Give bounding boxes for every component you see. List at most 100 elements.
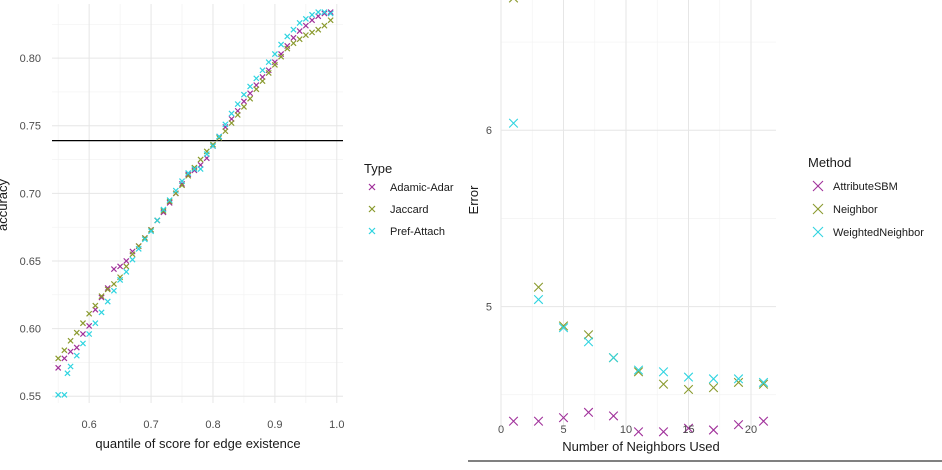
data-point [141,236,148,243]
left-chart: 0.6 0.7 0.8 0.9 1.0 0.55 0.60 0.65 0.70 0.75 0.80… [0,4,454,451]
data-point [608,411,619,421]
y-tick-label: 5 [486,302,492,314]
legend-label: AttributeSBM [833,181,898,193]
data-point [533,294,544,305]
series-neighbor [508,0,769,395]
data-point [265,67,272,74]
data-point [608,353,619,363]
data-point [197,165,204,173]
data-point [558,412,569,423]
data-point [228,119,235,127]
legend-label: Neighbor [833,204,878,216]
left-x-ticks: 0.6 0.7 0.8 0.9 1.0 [82,419,345,431]
x-tick-label: 10 [620,424,632,436]
y-tick-label: 0.80 [20,53,41,65]
data-point [86,322,93,329]
legend-label: WeightedNeighbor [833,227,924,239]
data-point [104,298,111,305]
data-point [247,83,254,90]
data-point [110,266,117,273]
data-point [290,34,297,41]
data-point [216,133,223,140]
data-point [758,416,769,426]
data-point [191,164,198,171]
data-point [55,355,62,362]
data-point [73,352,80,359]
data-point [98,309,105,316]
data-point [160,207,167,214]
data-point [79,330,86,338]
data-point [321,9,328,16]
y-tick-label: 0.65 [20,256,41,268]
data-point [290,40,297,47]
data-point [185,170,192,177]
data-point [278,41,285,48]
x-tick-label: 0 [498,424,504,436]
data-point [733,374,744,384]
data-point [327,10,334,17]
data-point [110,287,117,294]
data-point [117,263,124,270]
data-point [240,98,247,105]
data-point [135,245,142,252]
y-tick-label: 0.75 [20,121,41,133]
data-point [123,257,130,265]
data-point [253,75,260,82]
data-point [61,355,68,362]
right-legend: Method AttributeSBM Neighbor WeightedNeigh… [808,155,924,239]
data-point [209,141,217,148]
data-point [203,151,210,158]
data-point [733,377,744,388]
data-point [259,67,266,74]
data-point [61,347,68,354]
data-point [633,367,644,377]
data-point [271,51,278,58]
data-point [141,234,148,242]
data-point [309,17,316,24]
legend-label: Jaccard [390,204,429,216]
data-point [92,320,99,327]
data-point [758,377,769,388]
data-point [533,282,544,292]
legend-marker [812,180,824,192]
data-point [104,286,111,293]
x-tick-label: 15 [682,424,694,436]
y-tick-label: 0.70 [20,188,41,200]
data-point [234,111,241,118]
data-point [758,379,769,389]
right-y-ticks: 56 [486,125,492,313]
data-point [67,348,74,355]
data-point [327,17,334,24]
data-point [284,33,291,40]
data-point [86,310,93,317]
right-x-ticks: 0 5 10 15 20 [498,424,757,436]
legend-marker [812,226,824,238]
data-point [508,0,519,3]
legend-label: Pref-Attach [390,226,445,238]
data-point [123,263,130,270]
data-point [284,45,291,52]
right-legend-title: Method [808,155,851,170]
data-point [633,427,644,437]
data-point [290,26,297,33]
data-point [240,103,247,110]
data-point [228,110,235,117]
data-point [284,42,291,49]
data-point [315,9,322,16]
series-weightedneighbor [508,118,769,388]
left-y-axis-label: accuracy [0,178,10,231]
data-point [583,330,594,340]
left-legend-title: Type [364,161,392,176]
data-point [234,101,241,108]
data-point [658,367,669,377]
legend-marker [368,205,376,213]
legend-marker [368,227,376,235]
data-point [508,118,519,128]
data-point [73,329,80,336]
series-adamic-adar [55,9,334,371]
data-point [98,293,105,300]
data-point [321,22,328,29]
data-point [302,32,309,39]
data-point [683,423,694,433]
x-tick-label: 0.8 [205,419,220,431]
